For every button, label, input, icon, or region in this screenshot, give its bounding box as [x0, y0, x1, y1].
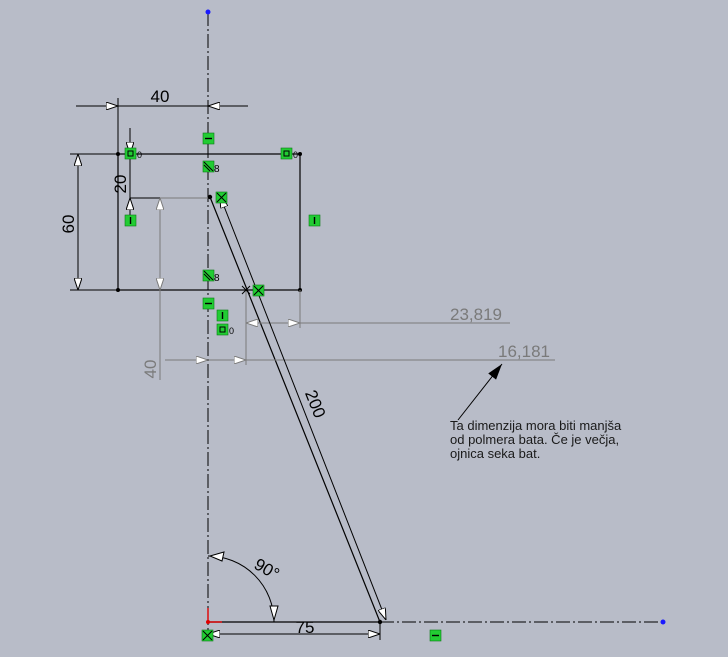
- vertical-relation-icon[interactable]: [124, 214, 137, 227]
- coincident-relation-icon[interactable]: 0: [124, 147, 142, 160]
- horizontal-relation-icon[interactable]: [429, 629, 442, 642]
- origin-point[interactable]: [206, 620, 210, 624]
- horizontal-relation-icon[interactable]: [216, 309, 229, 322]
- dimension-rod-length-label[interactable]: 200: [301, 387, 329, 420]
- connecting-rod[interactable]: [209, 196, 381, 623]
- design-note: Ta dimenzija mora biti manjša od polmera…: [450, 363, 622, 461]
- dimension-piston-height-label[interactable]: 60: [59, 215, 78, 234]
- corner-right-label: 0: [293, 150, 298, 160]
- piston-rectangle[interactable]: [117, 153, 301, 291]
- corner-left-label: 0: [137, 150, 142, 160]
- symmetric-top-label: 8: [214, 164, 220, 175]
- wrist-pin-point[interactable]: [207, 194, 213, 200]
- driven-dimension-lower-offset[interactable]: 40: [141, 197, 208, 380]
- symmetric-relation-icon[interactable]: 8: [202, 269, 220, 284]
- fixed-relation-icon[interactable]: [201, 629, 214, 642]
- symmetric-relation-icon[interactable]: 8: [202, 160, 220, 175]
- note-line-1: Ta dimenzija mora biti manjša: [450, 418, 622, 433]
- fixed-relation-icon[interactable]: [215, 191, 228, 204]
- coincident-relation-icon[interactable]: 0: [216, 323, 234, 336]
- fixed-relation-icon[interactable]: [252, 284, 265, 297]
- driven-dimension-lower-offset-label[interactable]: 40: [141, 360, 160, 379]
- note-line-2: od polmera bata. Če je večja,: [450, 432, 619, 447]
- driven-dimension-first-label[interactable]: 23,819: [450, 305, 502, 324]
- dimension-crank-angle[interactable]: 90°: [207, 551, 283, 623]
- dimension-piston-width[interactable]: 40: [76, 87, 248, 154]
- dimension-crank-radius-label[interactable]: 75: [296, 618, 315, 637]
- centerline-right-endpoint[interactable]: [660, 619, 666, 625]
- vertical-relation-icon[interactable]: [308, 214, 321, 227]
- dimension-piston-height[interactable]: 60: [59, 153, 118, 291]
- vertical-relation-icon[interactable]: [202, 132, 215, 145]
- centerline-top-endpoint[interactable]: [205, 9, 211, 15]
- coincident-relation-icon[interactable]: 0: [280, 147, 298, 160]
- intersection-marker[interactable]: [241, 285, 251, 295]
- dimension-piston-width-label[interactable]: 40: [151, 87, 170, 106]
- note-line-3: ojnica seka bat.: [450, 446, 540, 461]
- dimension-top-offset-label[interactable]: 20: [111, 175, 130, 194]
- driven-dimension-first[interactable]: 23,819: [245, 290, 510, 365]
- piston-corner-tr[interactable]: [298, 152, 302, 156]
- dimension-crank-angle-label[interactable]: 90°: [251, 555, 283, 584]
- driven-dimension-second[interactable]: 16,181: [165, 342, 555, 361]
- symmetric-bottom-label: 8: [214, 273, 220, 284]
- vertical-relation-icon[interactable]: [202, 297, 215, 310]
- dimension-crank-radius[interactable]: 75: [208, 618, 381, 640]
- driven-dimension-second-label[interactable]: 16,181: [498, 342, 550, 361]
- below-label: 0: [229, 326, 234, 336]
- dimension-rod-length[interactable]: 200: [220, 196, 386, 620]
